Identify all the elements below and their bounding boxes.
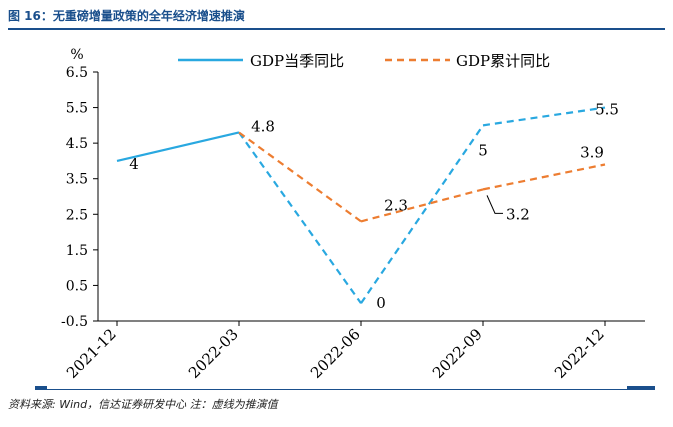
series-2-data-label: 2.3 [384,196,408,214]
series-2-segment [360,188,484,223]
y-tick-label: 2.5 [66,207,88,223]
axes: -0.5 0.5 1.5 2.5 3.5 4.5 5.5 6.5% 2021-12 2022-03… [61,47,645,382]
y-tick-label: 4.5 [66,136,88,152]
y-tick-label: 0.5 [66,278,88,294]
x-tick-label: 2021-12 [63,325,120,382]
series-1-data-label: 4 [129,155,139,173]
series-2-data-label: 3.2 [506,205,530,223]
x-tick-label: 2022-12 [551,325,608,382]
x-tick-label: 2022-06 [307,325,364,382]
y-tick-label: 6.5 [66,65,88,81]
data-labels: 4 4.8 0 5 5.5 2.3 3.9 3.2 [129,101,619,313]
series-2-segment [238,131,362,223]
y-tick-label: 3.5 [66,172,88,188]
series-1-data-label: 5.5 [595,101,619,119]
series-1-data-label: 5 [478,141,488,159]
figure-title: 图 16：无重磅增量政策的全年经济增速推演 [8,9,245,23]
series-1-data-label: 4.8 [251,117,275,135]
legend: GDP当季同比 GDP累计同比 [178,52,550,70]
legend-label-series-1: GDP当季同比 [250,52,344,70]
y-tick-label: -0.5 [61,314,88,330]
y-tick-label: 5.5 [66,101,88,117]
bottom-rule-left [35,386,47,389]
series-2-data-label: 3.9 [580,143,604,161]
series-1-segment [116,131,240,162]
series-1-data-label: 0 [376,294,386,312]
series-2-leader-line [486,195,503,214]
series-1-segment [360,124,484,304]
legend-label-series-2: GDP累计同比 [456,52,550,70]
bottom-rule-right [627,386,655,389]
source-note: 资料来源: Wind，信达证券研发中心 注：虚线为推演值 [8,398,278,411]
title-rule [8,28,665,30]
series-1-segment [238,131,362,304]
series-layer [116,106,606,304]
bottom-rule [35,389,655,390]
x-tick-label: 2022-03 [185,325,242,382]
y-axis-unit: % [70,47,83,63]
series-1-segment [482,106,606,127]
x-tick-label: 2022-09 [429,325,486,382]
series-2-segment [482,163,606,191]
y-tick-label: 1.5 [66,243,88,259]
